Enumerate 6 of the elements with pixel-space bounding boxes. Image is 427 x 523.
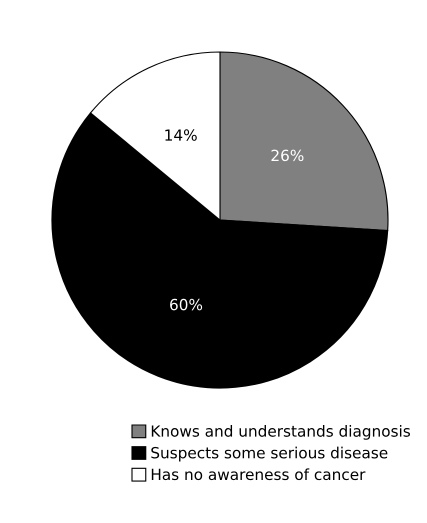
data-label: 14% [165, 129, 197, 141]
legend-label: Suspects some serious disease [151, 446, 388, 462]
data-label: 26% [272, 150, 304, 162]
legend-label: Knows and understands diagnosis [152, 425, 410, 440]
data-label: 60% [170, 298, 202, 310]
legend-label: Has no awareness of cancer [152, 468, 366, 480]
